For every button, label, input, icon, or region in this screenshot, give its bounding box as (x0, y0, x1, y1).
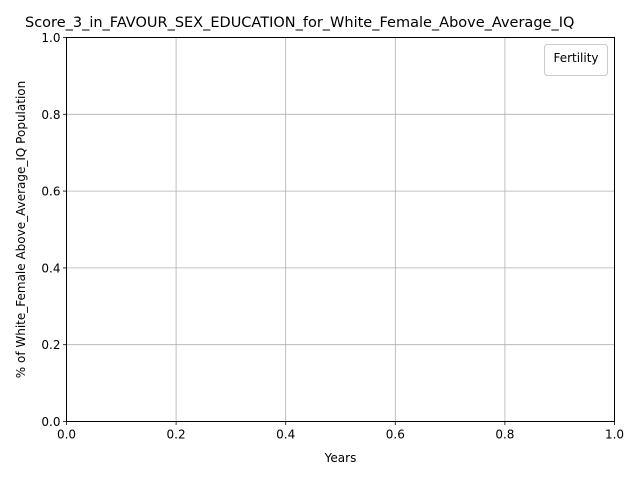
x-axis-label: Years (324, 451, 357, 465)
y-tick-label: 1.0 (41, 31, 60, 45)
x-tick-label: 0.4 (276, 428, 295, 442)
x-tick-label: 0.2 (167, 428, 186, 442)
y-tick-label: 0.2 (41, 338, 60, 352)
x-axis: 0.0 0.2 0.4 0.6 0.8 1.0 (57, 421, 624, 442)
y-tick-label: 0.4 (41, 261, 60, 275)
grid-lines (66, 37, 615, 422)
x-tick-label: 1.0 (605, 428, 624, 442)
x-tick-label: 0.8 (495, 428, 514, 442)
y-axis-label: % of White_Female Above_Average_IQ Popul… (14, 81, 28, 378)
y-axis: 0.0 0.2 0.4 0.6 0.8 1.0 (41, 31, 67, 429)
y-tick-label: 0.8 (41, 108, 60, 122)
plot-area-frame (66, 37, 615, 422)
legend-title: Fertility (553, 51, 598, 65)
chart-title: Score_3_in_FAVOUR_SEX_EDUCATION_for_Whit… (25, 15, 574, 31)
y-tick-label: 0.0 (41, 415, 60, 429)
y-tick-label: 0.6 (41, 185, 60, 199)
legend: Fertility (544, 44, 608, 76)
x-tick-label: 0.0 (57, 428, 76, 442)
legend-box (544, 44, 608, 76)
x-tick-label: 0.6 (386, 428, 405, 442)
